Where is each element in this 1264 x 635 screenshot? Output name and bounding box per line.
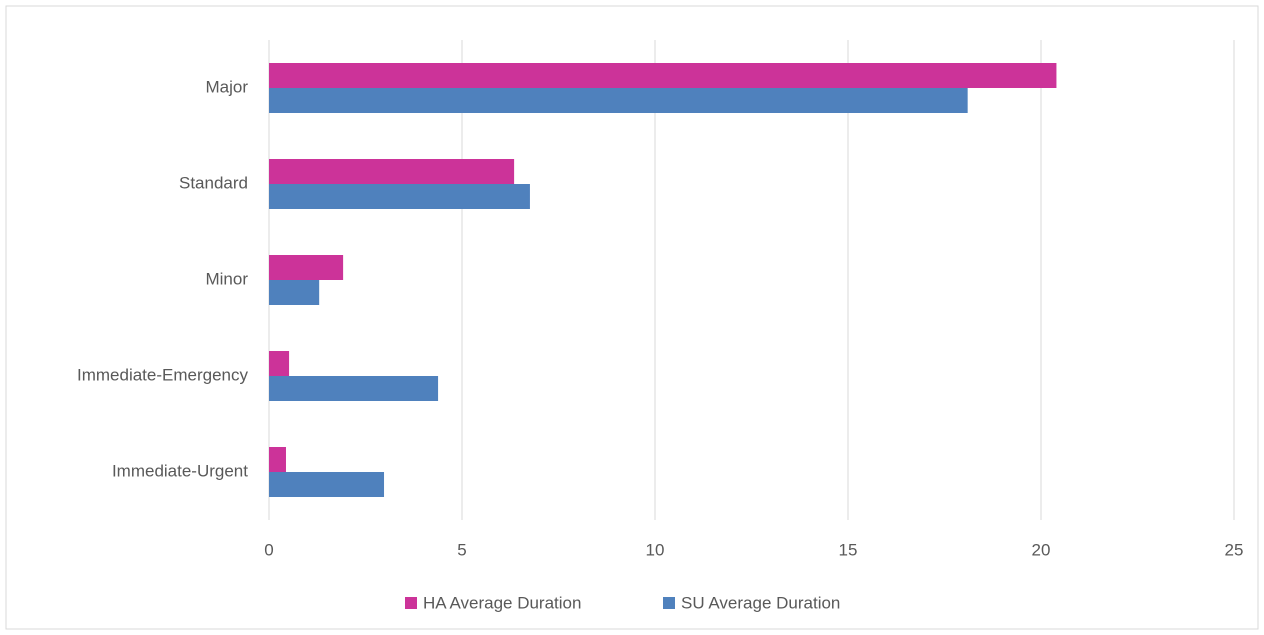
x-tick-label: 15 — [839, 540, 858, 559]
x-tick-label: 20 — [1032, 540, 1051, 559]
bar — [269, 88, 968, 113]
bar — [269, 255, 344, 280]
bar — [269, 447, 286, 472]
bar — [269, 184, 530, 209]
bar — [269, 63, 1057, 88]
legend-swatch — [405, 597, 417, 609]
bar — [269, 472, 385, 497]
legend-swatch — [663, 597, 675, 609]
y-tick-label: Major — [205, 77, 248, 96]
bar — [269, 280, 320, 305]
y-tick-label: Minor — [205, 269, 248, 288]
y-tick-label: Immediate-Emergency — [77, 365, 249, 384]
y-tick-label: Standard — [179, 173, 248, 192]
x-tick-label: 10 — [646, 540, 665, 559]
x-tick-label: 5 — [457, 540, 466, 559]
bar — [269, 351, 290, 376]
x-tick-label: 25 — [1225, 540, 1244, 559]
legend-label: HA Average Duration — [423, 593, 581, 612]
y-tick-label: Immediate-Urgent — [112, 461, 248, 480]
bar — [269, 376, 439, 401]
bar — [269, 159, 515, 184]
x-tick-label: 0 — [264, 540, 273, 559]
legend-label: SU Average Duration — [681, 593, 840, 612]
